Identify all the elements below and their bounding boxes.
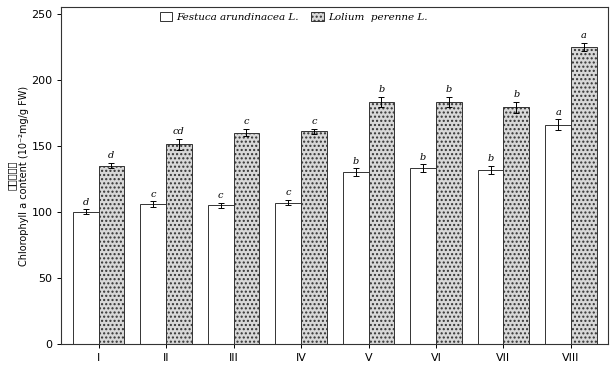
Text: b: b: [420, 152, 426, 162]
Bar: [276, 203, 301, 344]
Text: c: c: [285, 188, 291, 197]
Text: a: a: [581, 31, 587, 40]
Bar: [546, 125, 571, 344]
Bar: [410, 168, 436, 344]
Text: a: a: [555, 108, 561, 117]
Text: c: c: [311, 117, 317, 126]
Bar: [301, 131, 327, 344]
Text: b: b: [378, 85, 384, 94]
Bar: [234, 132, 259, 344]
Bar: [166, 144, 192, 344]
Bar: [504, 107, 529, 344]
Bar: [571, 47, 597, 344]
Text: cd: cd: [173, 128, 184, 137]
Bar: [208, 205, 234, 344]
Bar: [343, 172, 368, 344]
Text: b: b: [488, 154, 494, 163]
Bar: [368, 102, 394, 344]
Text: b: b: [446, 85, 452, 94]
Text: d: d: [82, 198, 89, 206]
Legend: Festuca arundinacea L., Lolium  perenne L.: Festuca arundinacea L., Lolium perenne L…: [160, 12, 427, 22]
Bar: [73, 212, 98, 344]
Text: c: c: [244, 117, 249, 126]
Bar: [436, 102, 462, 344]
Text: c: c: [151, 189, 156, 199]
Text: d: d: [108, 151, 114, 160]
Bar: [140, 204, 166, 344]
Bar: [478, 169, 504, 344]
Text: b: b: [352, 157, 359, 165]
Text: b: b: [513, 91, 520, 100]
Text: c: c: [218, 191, 223, 200]
Y-axis label: 叶綠素含量
Chlorophyll a content (10⁻²mg/g FW): 叶綠素含量 Chlorophyll a content (10⁻²mg/g FW…: [7, 85, 28, 266]
Bar: [98, 165, 124, 344]
